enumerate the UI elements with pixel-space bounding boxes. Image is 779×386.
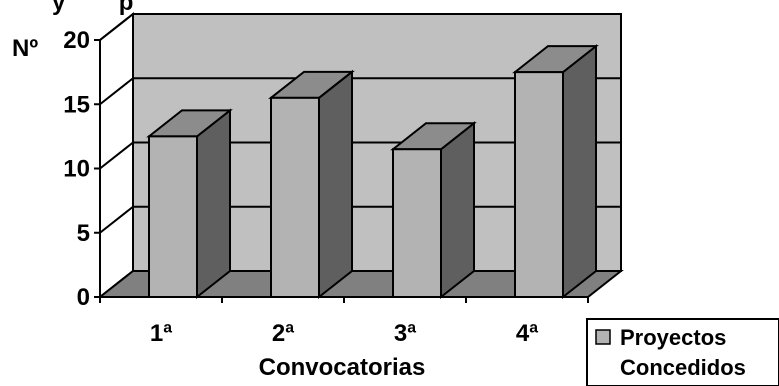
y-tick-label: 15 bbox=[63, 91, 90, 118]
bar-side bbox=[562, 44, 597, 300]
bar bbox=[268, 69, 355, 300]
bar-front bbox=[148, 135, 198, 298]
y-axis-label: Nº bbox=[12, 35, 38, 62]
legend-swatch bbox=[595, 329, 611, 345]
y-tick-label: 0 bbox=[77, 284, 90, 311]
x-tick-label: 2ª bbox=[272, 320, 294, 347]
y-tick-label: 5 bbox=[77, 220, 90, 247]
chart-title-fragment: y p bbox=[52, 0, 133, 16]
gridline-side bbox=[99, 205, 134, 234]
bar-front bbox=[514, 71, 564, 298]
x-tick-label: 3ª bbox=[394, 320, 416, 347]
legend-label-line2: Concedidos bbox=[620, 355, 746, 380]
x-tick-label: 1ª bbox=[150, 320, 172, 347]
bar bbox=[512, 44, 599, 300]
legend-label-line1: Proyectos bbox=[620, 325, 726, 350]
bar bbox=[146, 108, 233, 300]
bar-front bbox=[270, 96, 320, 298]
y-tick-label: 10 bbox=[63, 156, 90, 183]
legend: Proyectos Concedidos bbox=[586, 318, 779, 386]
x-axis-label: Convocatorias bbox=[259, 354, 426, 381]
bar-side bbox=[196, 108, 231, 300]
gridline-side bbox=[99, 77, 134, 106]
bar bbox=[390, 121, 477, 300]
bar-side bbox=[318, 69, 353, 300]
legend-box bbox=[586, 318, 779, 386]
bar-side bbox=[440, 121, 475, 300]
y-tick-label: 20 bbox=[63, 27, 90, 54]
bar-front bbox=[392, 148, 442, 298]
gridline-side bbox=[99, 141, 134, 170]
x-tick-label: 4ª bbox=[516, 320, 538, 347]
gridline-side bbox=[99, 13, 134, 41]
